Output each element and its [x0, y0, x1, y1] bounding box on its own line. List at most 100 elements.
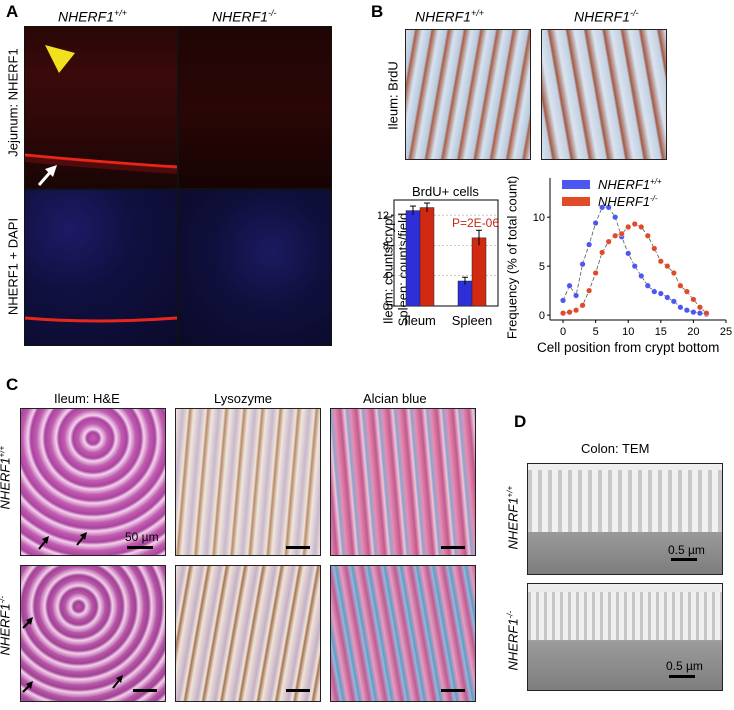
black-arrow-icon: [22, 681, 33, 693]
line-point: [625, 250, 632, 257]
line-point: [696, 310, 703, 317]
line-point: [644, 282, 651, 289]
alcian-ko-image: [330, 565, 476, 702]
dapi-wt-image: [24, 189, 178, 346]
line-point: [677, 304, 684, 311]
panel-c-ko-row-label: NHERF1-/-: [0, 595, 13, 656]
bar-ytick-label: 12: [378, 210, 389, 222]
panel-c-col3-title: Alcian blue: [363, 391, 427, 406]
panel-d-title: Colon: TEM: [581, 441, 650, 456]
panel-label-b: B: [371, 2, 384, 21]
line-xtick-label: 25: [720, 326, 732, 337]
line-point: [605, 238, 612, 245]
lysozyme-wt-scale-bar: [286, 546, 310, 549]
bar-ytick-label: 0: [383, 301, 389, 313]
line-point: [670, 269, 677, 276]
black-arrow-icon: [38, 536, 49, 550]
black-arrow-icon: [112, 675, 123, 689]
line-point: [657, 258, 664, 265]
alcian-wt-scale-bar: [441, 546, 465, 549]
line-point: [599, 204, 606, 211]
he-ko-scale-bar: [133, 689, 157, 692]
bar-mark: [471, 237, 487, 307]
line-point: [670, 298, 677, 305]
white-arrow-icon: [37, 165, 57, 186]
line-xtick-label: 10: [622, 326, 634, 337]
bar-mark: [419, 207, 435, 307]
brdu-wt-image: [405, 29, 531, 160]
line-xtick-label: 0: [560, 326, 566, 337]
line-point: [560, 310, 567, 317]
line-xtick-label: 20: [687, 326, 699, 337]
brdu-ko-image: [541, 29, 667, 160]
panel-label-d: D: [514, 412, 527, 431]
line-point: [690, 296, 697, 303]
dapi-ko-image: [178, 189, 332, 346]
line-point: [644, 232, 651, 239]
panel-a-row2-label: NHERF1 + DAPI: [5, 217, 21, 316]
line-point: [605, 204, 612, 211]
line-ytick-label: 5: [539, 261, 545, 273]
bar-chart-title: BrdU+ cells: [412, 184, 479, 199]
legend-swatch: [562, 180, 590, 189]
yellow-arrowhead-icon: [45, 45, 75, 73]
black-arrow-icon: [76, 532, 87, 546]
line-point: [638, 272, 645, 279]
tem-wt-scale-bar: [671, 558, 697, 561]
bar-mark: [405, 210, 421, 307]
panel-b-wt-header: NHERF1+/+: [415, 8, 485, 25]
line-point: [625, 223, 632, 230]
bar-category-label: Spleen: [452, 313, 492, 328]
line-point: [566, 282, 573, 289]
line-point: [573, 307, 580, 314]
line-point: [618, 230, 625, 237]
legend-label: NHERF1-/-: [598, 194, 658, 209]
line-series-path: [562, 206, 707, 315]
panel-d-ko-row-label: NHERF1-/-: [505, 610, 521, 671]
panel-label-a: A: [6, 2, 19, 21]
bar-ytick-label: 4: [383, 271, 389, 283]
bar-ytick-label: 8: [383, 240, 389, 252]
lysozyme-ko-image: [175, 565, 321, 702]
panel-label-c: C: [6, 375, 19, 394]
panel-c-wt-row-label: NHERF1+/+: [0, 445, 13, 510]
pvalue-label: P=2E-06: [452, 216, 500, 230]
line-point: [631, 221, 638, 228]
line-point: [579, 261, 586, 268]
line-point: [586, 287, 593, 294]
line-point: [560, 297, 567, 304]
line-point: [573, 292, 580, 299]
line-chart: 0 5 10 0 5 10 15 20 25 NHERF1+/+ NHERF1-/-: [533, 177, 732, 337]
line-point: [651, 245, 658, 252]
alcian-ko-scale-bar: [441, 689, 465, 692]
black-arrow-icon: [22, 617, 33, 629]
panel-a-wt-header: NHERF1+/+: [58, 8, 128, 25]
he-wt-image: 50 µm: [20, 408, 166, 556]
line-point: [690, 309, 697, 316]
panel-c-col2-title: Lysozyme: [214, 391, 273, 406]
line-point: [683, 307, 690, 314]
line-point: [703, 310, 710, 317]
lysozyme-ko-scale-bar: [286, 689, 310, 692]
he-wt-scale-bar: [127, 546, 153, 549]
panel-d-wt-row-label: NHERF1+/+: [505, 485, 521, 550]
bar-category-label: Ileum: [404, 313, 436, 328]
tem-wt-scale-label: 0.5 µm: [668, 543, 705, 557]
line-point: [586, 241, 593, 248]
line-point: [696, 304, 703, 311]
line-point: [651, 288, 658, 295]
line-point: [677, 282, 684, 289]
line-point: [657, 290, 664, 297]
tem-ko-image: 0.5 µm: [527, 583, 723, 691]
bar-chart: 0 4 8 12 Ileum Spleen: [378, 199, 499, 328]
panel-a-row1-label: Jejunum: NHERF1: [5, 48, 21, 157]
line-point: [592, 220, 599, 227]
jejunum-nherf1-wt-image: [24, 26, 178, 189]
he-ko-image: [20, 565, 166, 702]
line-point: [612, 232, 619, 239]
panel-a-ko-header: NHERF1-/-: [212, 8, 277, 25]
legend-label: NHERF1+/+: [598, 177, 662, 192]
legend-swatch: [562, 197, 590, 206]
line-point: [579, 302, 586, 309]
tem-ko-scale-bar: [669, 675, 695, 678]
